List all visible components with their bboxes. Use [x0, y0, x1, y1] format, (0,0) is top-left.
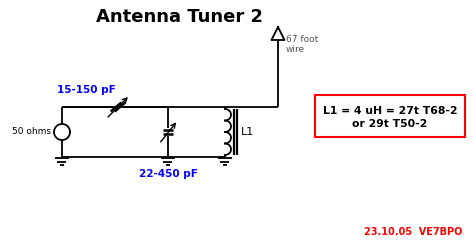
Text: L1: L1	[241, 127, 254, 137]
Text: 15-150 pF: 15-150 pF	[57, 85, 116, 95]
Bar	[315, 95, 465, 137]
Text: 67 foot
wire: 67 foot wire	[286, 35, 318, 54]
Polygon shape	[272, 27, 284, 40]
Text: or 29t T50-2: or 29t T50-2	[352, 119, 428, 129]
Text: Antenna Tuner 2: Antenna Tuner 2	[97, 8, 264, 26]
Text: 22-450 pF: 22-450 pF	[138, 169, 198, 179]
Text: L1 = 4 uH = 27t T68-2: L1 = 4 uH = 27t T68-2	[323, 106, 457, 116]
Text: 23.10.05  VE7BPO: 23.10.05 VE7BPO	[364, 227, 462, 237]
Text: 50 ohms: 50 ohms	[12, 127, 51, 136]
